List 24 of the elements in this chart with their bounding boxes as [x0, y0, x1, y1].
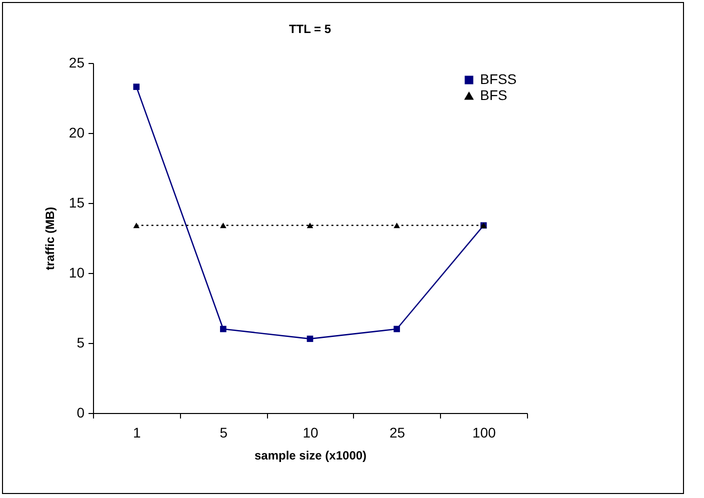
point: [220, 222, 226, 228]
x-tick-label: 5: [220, 424, 228, 440]
x-tick-label: 100: [472, 424, 496, 440]
y-tick-label: 25: [68, 54, 85, 70]
x-axis-title: sample size (x1000): [254, 448, 367, 462]
y-tick-label: 20: [68, 124, 85, 140]
x-tick-label: 25: [390, 424, 406, 440]
point: [133, 222, 140, 228]
point: [394, 326, 400, 332]
y-axis-title: traffic (MB): [42, 206, 57, 270]
legend-label: BFS: [480, 87, 508, 103]
legend-label: BFSS: [480, 71, 517, 87]
point: [220, 326, 226, 332]
point: [394, 222, 400, 228]
x-tick-label: 1: [133, 424, 141, 440]
point: [133, 84, 140, 90]
y-tick-label: 10: [68, 264, 85, 280]
chart-title: TTL = 5: [288, 22, 332, 36]
point: [306, 336, 314, 342]
point: [306, 222, 314, 228]
y-tick-label: 15: [68, 194, 85, 210]
x-tick-label: 10: [302, 424, 318, 440]
y-tick-label: 0: [76, 404, 85, 420]
y-tick-label: 5: [76, 334, 85, 350]
